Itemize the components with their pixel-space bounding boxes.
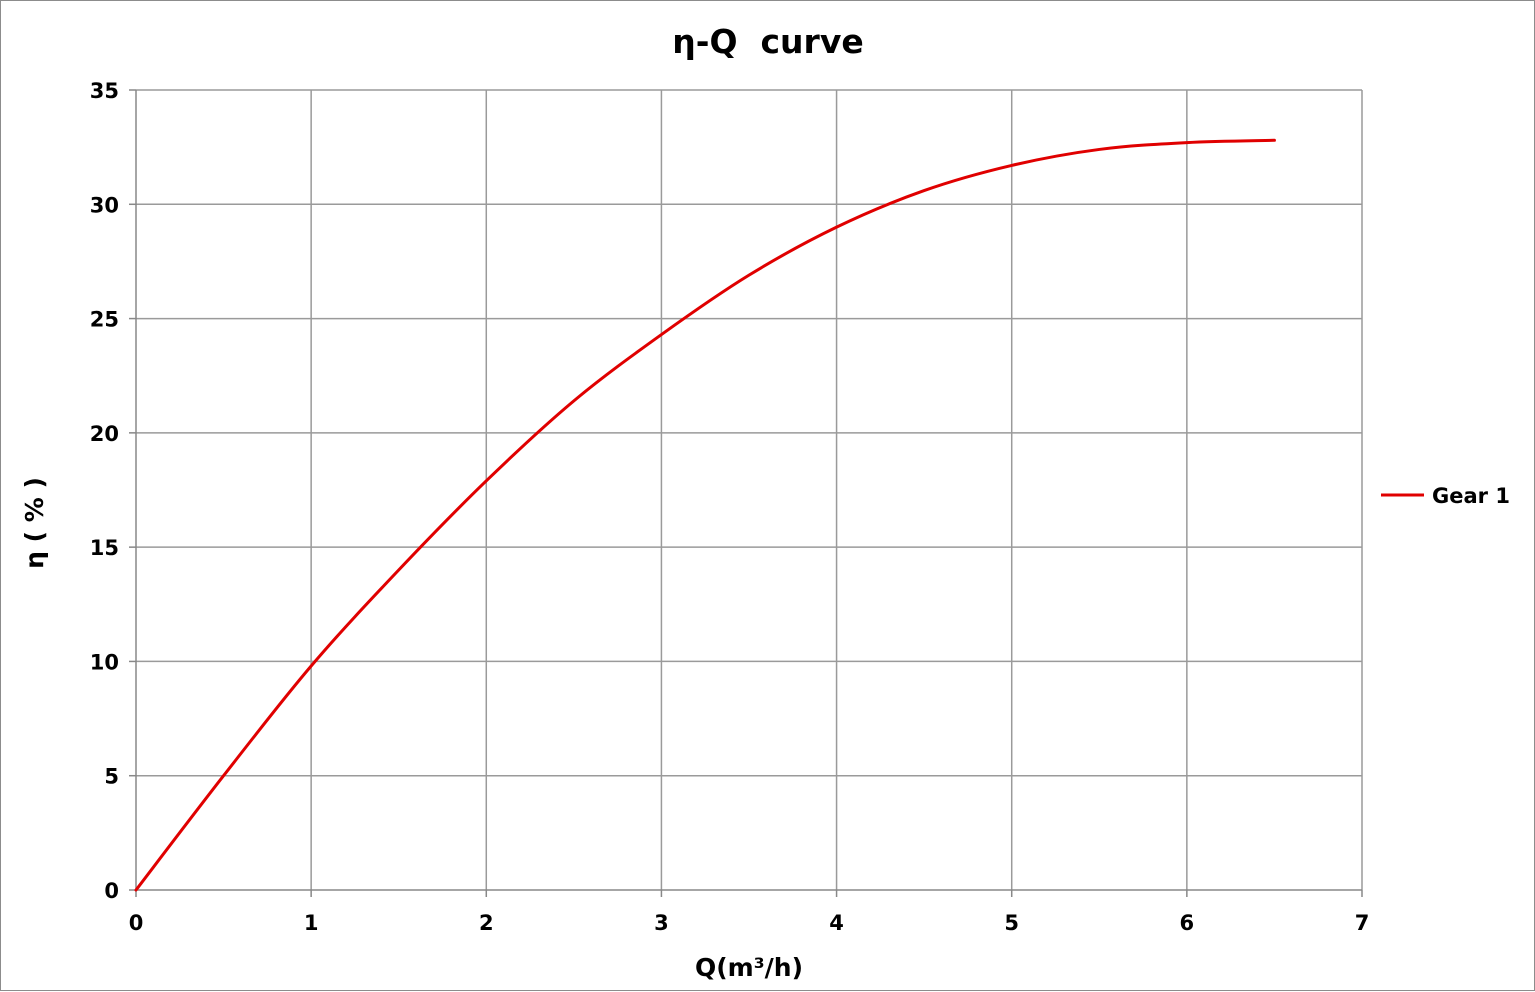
- series-layer: [134, 138, 1276, 892]
- y-tick-label-4: 20: [90, 422, 119, 446]
- x-axis-title: Q(m³/h): [695, 953, 803, 982]
- y-tick-label-7: 35: [90, 79, 119, 103]
- y-tick-label-3: 15: [90, 536, 119, 560]
- x-tick-label-1: 1: [304, 911, 319, 935]
- x-tick-label-4: 4: [829, 911, 844, 935]
- x-tick-label-7: 7: [1355, 911, 1370, 935]
- y-tick-label-2: 10: [90, 650, 119, 674]
- y-tick-label-1: 5: [104, 765, 119, 789]
- x-tick-labels: 0 1 2 3 4 5 6 7: [129, 911, 1370, 935]
- y-axis-title: η ( % ): [20, 477, 49, 569]
- x-tick-label-3: 3: [654, 911, 669, 935]
- y-tick-labels: 0 5 10 15 20 25 30 35: [90, 79, 119, 903]
- y-tick-label-6: 30: [90, 193, 119, 217]
- legend: Gear 1: [1381, 484, 1510, 508]
- y-tick-label-0: 0: [104, 879, 119, 903]
- x-tick-label-2: 2: [479, 911, 494, 935]
- chart-title: η-Q curve: [672, 22, 863, 61]
- x-tick-label-5: 5: [1004, 911, 1019, 935]
- x-tick-label-0: 0: [129, 911, 144, 935]
- legend-label-gear-1: Gear 1: [1432, 484, 1510, 508]
- grid: [136, 89, 1363, 890]
- x-tick-label-6: 6: [1180, 911, 1195, 935]
- y-tick-label-5: 25: [90, 308, 119, 332]
- series-line-gear-1: [134, 138, 1276, 892]
